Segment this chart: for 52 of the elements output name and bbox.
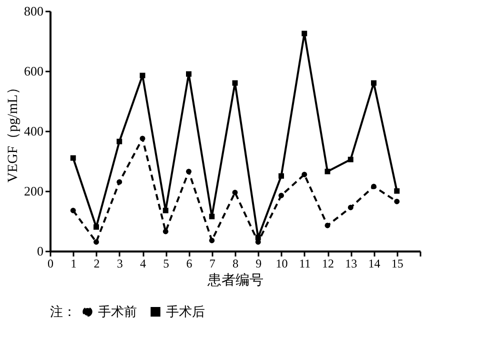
x-tick-label: 10 [276,256,288,270]
y-tick-label: 400 [24,124,44,138]
point [186,168,192,174]
point [70,155,76,161]
x-tick-label: 11 [299,256,311,270]
point [371,80,376,86]
y-tick-label: 200 [24,184,44,198]
point [209,238,215,244]
x-tick-label: 0 [48,256,54,270]
legend-label: 手术前 [98,304,137,319]
point [278,192,284,198]
point [209,214,215,220]
point [348,204,354,210]
y-tick-label: 600 [24,64,44,78]
point [94,239,99,245]
point [162,228,168,234]
x-tick-label: 1 [70,256,77,270]
x-tick-label: 6 [186,256,192,270]
x-tick-label: 9 [256,256,262,270]
x-axis-title: 患者编号 [206,272,264,288]
point [116,179,122,185]
x-tick-label: 13 [345,256,358,270]
point [140,136,146,142]
point [302,30,308,36]
legend-label: 手术后 [166,304,205,319]
point [371,184,376,190]
y-tick-label: 0 [37,244,44,258]
point [255,234,261,240]
x-tick-label: 15 [391,256,404,270]
legend-title: 注： [50,304,76,319]
x-tick-label: 12 [322,256,334,270]
x-tick-label: 5 [163,256,170,270]
x-tick-label: 14 [368,256,380,270]
point [232,190,238,196]
point [302,172,308,178]
x-tick-label: 2 [94,256,100,270]
point [348,156,354,162]
point [278,173,284,179]
point [70,208,76,214]
point [186,71,192,77]
x-tick-label: 4 [140,256,146,270]
y-axis-title: VEGF（pg/mL） [6,80,21,182]
y-tick-label: 800 [24,4,44,18]
x-tick-label: 3 [116,256,123,270]
point [394,198,400,204]
x-tick-label: 8 [232,256,238,270]
point [162,208,168,214]
point [116,138,122,144]
point [94,224,99,230]
point [324,222,330,228]
point [394,188,400,194]
x-tick-label: 7 [209,256,216,270]
